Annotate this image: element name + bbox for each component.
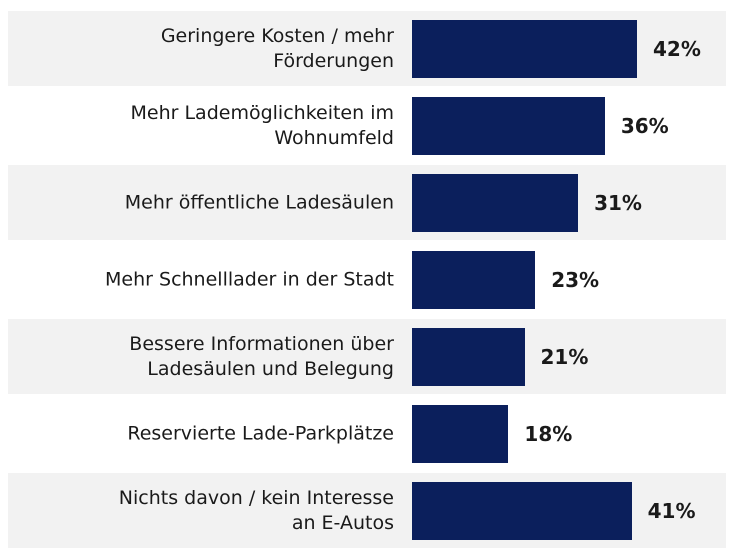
category-label: Geringere Kosten / mehr Förderungen bbox=[160, 25, 394, 72]
category-label: Mehr Schnelllader in der Stadt bbox=[105, 268, 394, 291]
category-label: Bessere Informationen über Ladesäulen un… bbox=[129, 333, 394, 380]
category-label: Nichts davon / kein Interesse an E-Autos bbox=[118, 487, 394, 534]
bar bbox=[412, 174, 579, 232]
bar bbox=[412, 405, 509, 463]
category-label: Mehr öffentliche Ladesäulen bbox=[124, 191, 394, 214]
value-label: 23% bbox=[551, 268, 600, 292]
row-background bbox=[8, 165, 726, 240]
bar bbox=[412, 20, 637, 78]
bar bbox=[412, 97, 605, 155]
bar bbox=[412, 251, 536, 309]
category-label: Mehr Lademöglichkeiten im Wohnumfeld bbox=[130, 102, 395, 149]
bar bbox=[412, 328, 525, 386]
value-label: 31% bbox=[594, 191, 642, 215]
category-label: Reservierte Lade-Parkplätze bbox=[127, 422, 394, 445]
value-label: 36% bbox=[620, 114, 669, 138]
value-label: 21% bbox=[540, 345, 589, 369]
row-background bbox=[8, 319, 726, 394]
value-label: 18% bbox=[524, 422, 573, 446]
value-label: 42% bbox=[653, 37, 701, 61]
bar bbox=[412, 482, 632, 540]
value-label: 41% bbox=[647, 499, 696, 523]
